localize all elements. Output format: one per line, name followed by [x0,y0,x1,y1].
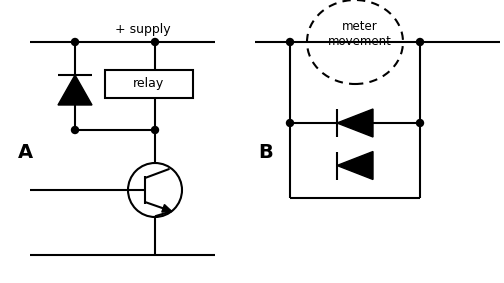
Text: A: A [18,143,33,162]
Text: + supply: + supply [115,23,171,36]
Bar [105,70,193,98]
Circle shape [416,38,423,46]
Polygon shape [337,151,373,179]
Polygon shape [162,205,172,212]
Circle shape [416,119,423,127]
Text: B: B [258,143,273,162]
Circle shape [152,127,158,134]
Text: relay: relay [134,78,165,91]
Circle shape [72,127,79,134]
Polygon shape [337,109,373,137]
Text: meter
movement: meter movement [328,20,392,48]
Circle shape [286,38,293,46]
Circle shape [286,119,293,127]
Polygon shape [58,75,92,105]
Circle shape [152,38,158,46]
Circle shape [72,38,79,46]
